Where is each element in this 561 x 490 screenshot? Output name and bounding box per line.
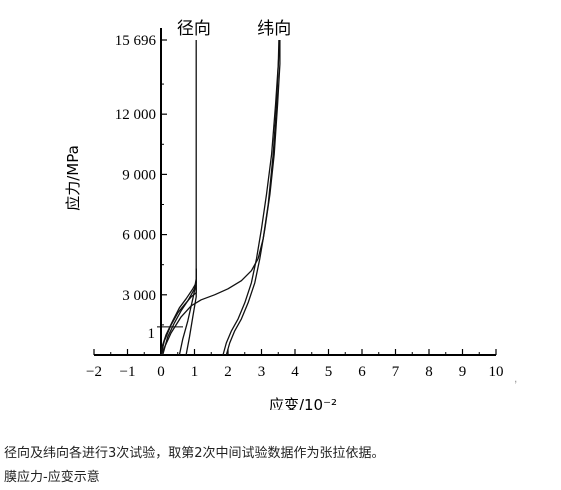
y-axis-title: 应力/MPa — [64, 145, 82, 211]
x-tick-label: 0 — [157, 364, 165, 380]
series-1-curve — [225, 40, 281, 356]
x-tick-label: 6 — [358, 364, 366, 380]
labels: −2 −1 0 1 2 3 4 5 6 7 8 9 10 3 000 6 000 9 000 12 000 15 … — [64, 19, 504, 410]
series-label: 径向 — [177, 19, 211, 39]
x-tick-label: 7 — [392, 364, 400, 380]
x-tick-label: 3 — [258, 364, 266, 380]
x-tick-label: −1 — [120, 364, 136, 380]
curves — [160, 39, 281, 356]
y-extra-label: 1 — [148, 326, 156, 342]
x-axis-title: 应变/10⁻² — [269, 396, 337, 410]
y-tick-label: 12 000 — [115, 107, 156, 123]
stray-mark: , — [514, 371, 518, 385]
series-0-curve — [185, 268, 197, 356]
y-tick-label: 6 000 — [122, 228, 156, 244]
x-tick-label: 5 — [325, 364, 333, 380]
x-tick-label: 8 — [425, 364, 433, 380]
series-1-curve — [222, 39, 280, 356]
x-tick-label: 1 — [191, 364, 199, 380]
x-tick-label: 4 — [291, 364, 299, 380]
series-label: 纬向 — [257, 19, 291, 39]
y-tick-label: 9 000 — [122, 167, 156, 183]
y-tick-label: 15 696 — [115, 33, 157, 49]
axes — [93, 28, 497, 356]
x-tick-label: 10 — [489, 364, 504, 380]
x-tick-label: 2 — [224, 364, 232, 380]
series-1-curve — [160, 39, 281, 356]
caption-line-2: 膜应力-应变示意 — [4, 470, 100, 485]
stress-strain-chart: −2 −1 0 1 2 3 4 5 6 7 8 9 10 3 000 6 000 9 000 12 000 15 … — [64, 19, 504, 410]
caption-line-1: 径向及纬向各进行3次试验，取第2次中间试验数据作为张拉依据。 — [4, 446, 385, 461]
x-tick-label: −2 — [86, 364, 102, 380]
y-tick-label: 3 000 — [122, 288, 156, 304]
x-tick-label: 9 — [459, 364, 467, 380]
